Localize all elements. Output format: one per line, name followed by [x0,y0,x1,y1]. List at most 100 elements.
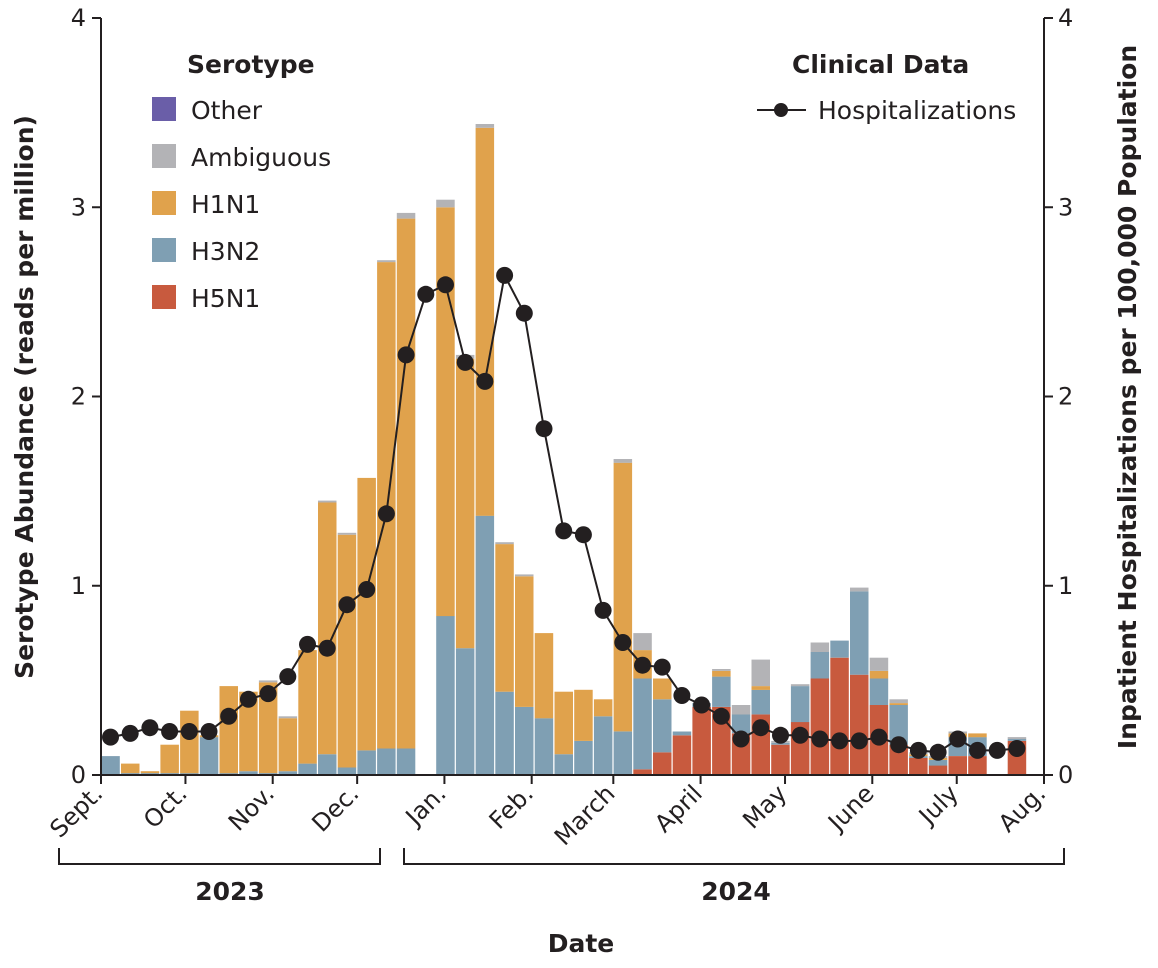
y2-tick-label-4: 4 [1058,4,1073,32]
hospitalizations-point-12 [338,596,356,614]
bar-h3n2-40 [889,705,908,745]
hospitalizations-point-44 [969,741,986,759]
bar-ambiguous-8 [258,680,278,683]
bar-ambiguous-27 [633,633,652,651]
bar-h5n1-28 [653,752,672,775]
bar-h1n1-44 [968,733,987,738]
bar-h1n1-28 [653,678,672,700]
hospitalizations-point-29 [673,687,691,704]
bar-h3n2-39 [869,678,889,705]
axes-layer [100,18,1045,776]
y-tick-label-4: 4 [71,4,86,32]
y2-axis-title: Inpatient Hospitalizations per 100,000 P… [1113,45,1142,749]
bar-h1n1-11 [318,502,337,755]
legend-marker-hospitalizations [774,103,788,117]
x-axis-title: Date [548,929,615,958]
bar-h1n1-12 [337,534,357,768]
year-label-2023: 2023 [195,877,265,906]
bar-h1n1-39 [869,670,889,679]
bar-h3n2-28 [653,699,672,753]
bar-h3n2-17 [436,616,455,775]
y2-tick-label-1: 1 [1058,572,1073,600]
legend-label-other: Other [191,96,263,125]
hospitalizations-point-30 [693,696,711,714]
hospitalizations-point-4 [180,723,198,740]
hospitalizations-point-38 [850,732,868,750]
bar-h1n1-23 [554,691,573,755]
bar-h3n2-46 [1007,739,1027,741]
x-tick-label-2: Nov. [223,779,280,836]
hospitalizations-point-31 [712,707,730,725]
bar-h5n1-36 [810,678,830,775]
hospitalizations-point-10 [299,635,316,653]
hospitalizations-layer [102,266,1026,761]
hospitalizations-point-27 [634,656,651,674]
bar-h3n2-13 [357,750,376,775]
y-tick-label-1: 1 [71,572,86,600]
x-tick-label-7: April [649,779,708,838]
bar-h1n1-19 [475,127,495,516]
bar-h5n1-44 [968,756,987,775]
x-tick-label-1: Oct. [138,779,193,834]
bar-h5n1-27 [633,769,652,775]
bar-h5n1-37 [830,657,849,775]
y-tick-label-0: 0 [71,761,86,789]
hospitalizations-point-45 [988,741,1006,759]
y-tick-label-3: 3 [71,193,86,221]
hospitalizations-point-2 [141,719,159,737]
bar-h1n1-31 [712,670,731,677]
legend-swatch-ambiguous [152,144,176,168]
hospitalizations-point-0 [102,728,119,746]
hospitalizations-point-36 [811,730,829,748]
legend-label-h3n2: H3N2 [191,237,260,266]
hospitalizations-point-21 [515,304,533,322]
bar-ambiguous-19 [475,124,495,128]
bar-h3n2-19 [475,515,495,775]
bar-h1n1-13 [357,477,376,751]
bar-h1n1-25 [593,699,613,717]
legend-swatch-h5n1 [152,285,176,309]
hospitalizations-point-22 [535,420,553,438]
legend-swatch-other [152,97,176,121]
bar-h3n2-12 [337,767,357,775]
bar-ambiguous-21 [515,574,534,577]
year-bracket-2024 [403,848,1065,865]
hospitalizations-point-9 [279,668,297,686]
bar-h1n1-8 [258,682,278,774]
x-tick-label-4: Jan. [399,779,452,832]
bar-h5n1-40 [889,744,908,775]
bar-h3n2-35 [790,686,810,723]
hospitalizations-point-1 [121,724,139,742]
hospitalizations-point-41 [909,741,927,759]
bar-ambiguous-33 [751,659,770,687]
hospitalizations-point-18 [456,353,474,371]
hospitalizations-point-13 [358,581,376,598]
legend-label-h5n1: H5N1 [191,284,260,313]
bar-h1n1-20 [495,544,514,692]
bar-h1n1-10 [298,650,317,764]
hospitalizations-point-28 [653,658,671,676]
hospitalizations-point-3 [161,723,179,740]
bar-ambiguous-35 [790,684,810,687]
x-tick-label-6: March [549,779,621,851]
legend-swatch-h1n1 [152,191,176,215]
bar-h1n1-21 [515,576,534,707]
hospitalizations-point-40 [890,736,908,754]
bar-ambiguous-26 [613,459,633,463]
bar-h3n2-23 [554,754,573,775]
bar-ambiguous-32 [731,705,751,715]
hospitalizations-point-8 [259,685,277,703]
bar-ambiguous-14 [377,260,396,263]
bar-h3n2-31 [712,676,731,707]
bar-h1n1-2 [140,771,160,774]
bar-h3n2-29 [672,731,692,736]
clinical-legend-title: Clinical Data [792,50,969,79]
bar-h1n1-14 [377,262,396,749]
x-tick-label-5: Feb. [484,779,539,834]
bar-ambiguous-15 [396,212,416,219]
bar-h3n2-9 [278,771,298,775]
bar-ambiguous-9 [278,716,298,719]
bar-ambiguous-39 [869,657,889,671]
bar-ambiguous-40 [889,699,908,704]
